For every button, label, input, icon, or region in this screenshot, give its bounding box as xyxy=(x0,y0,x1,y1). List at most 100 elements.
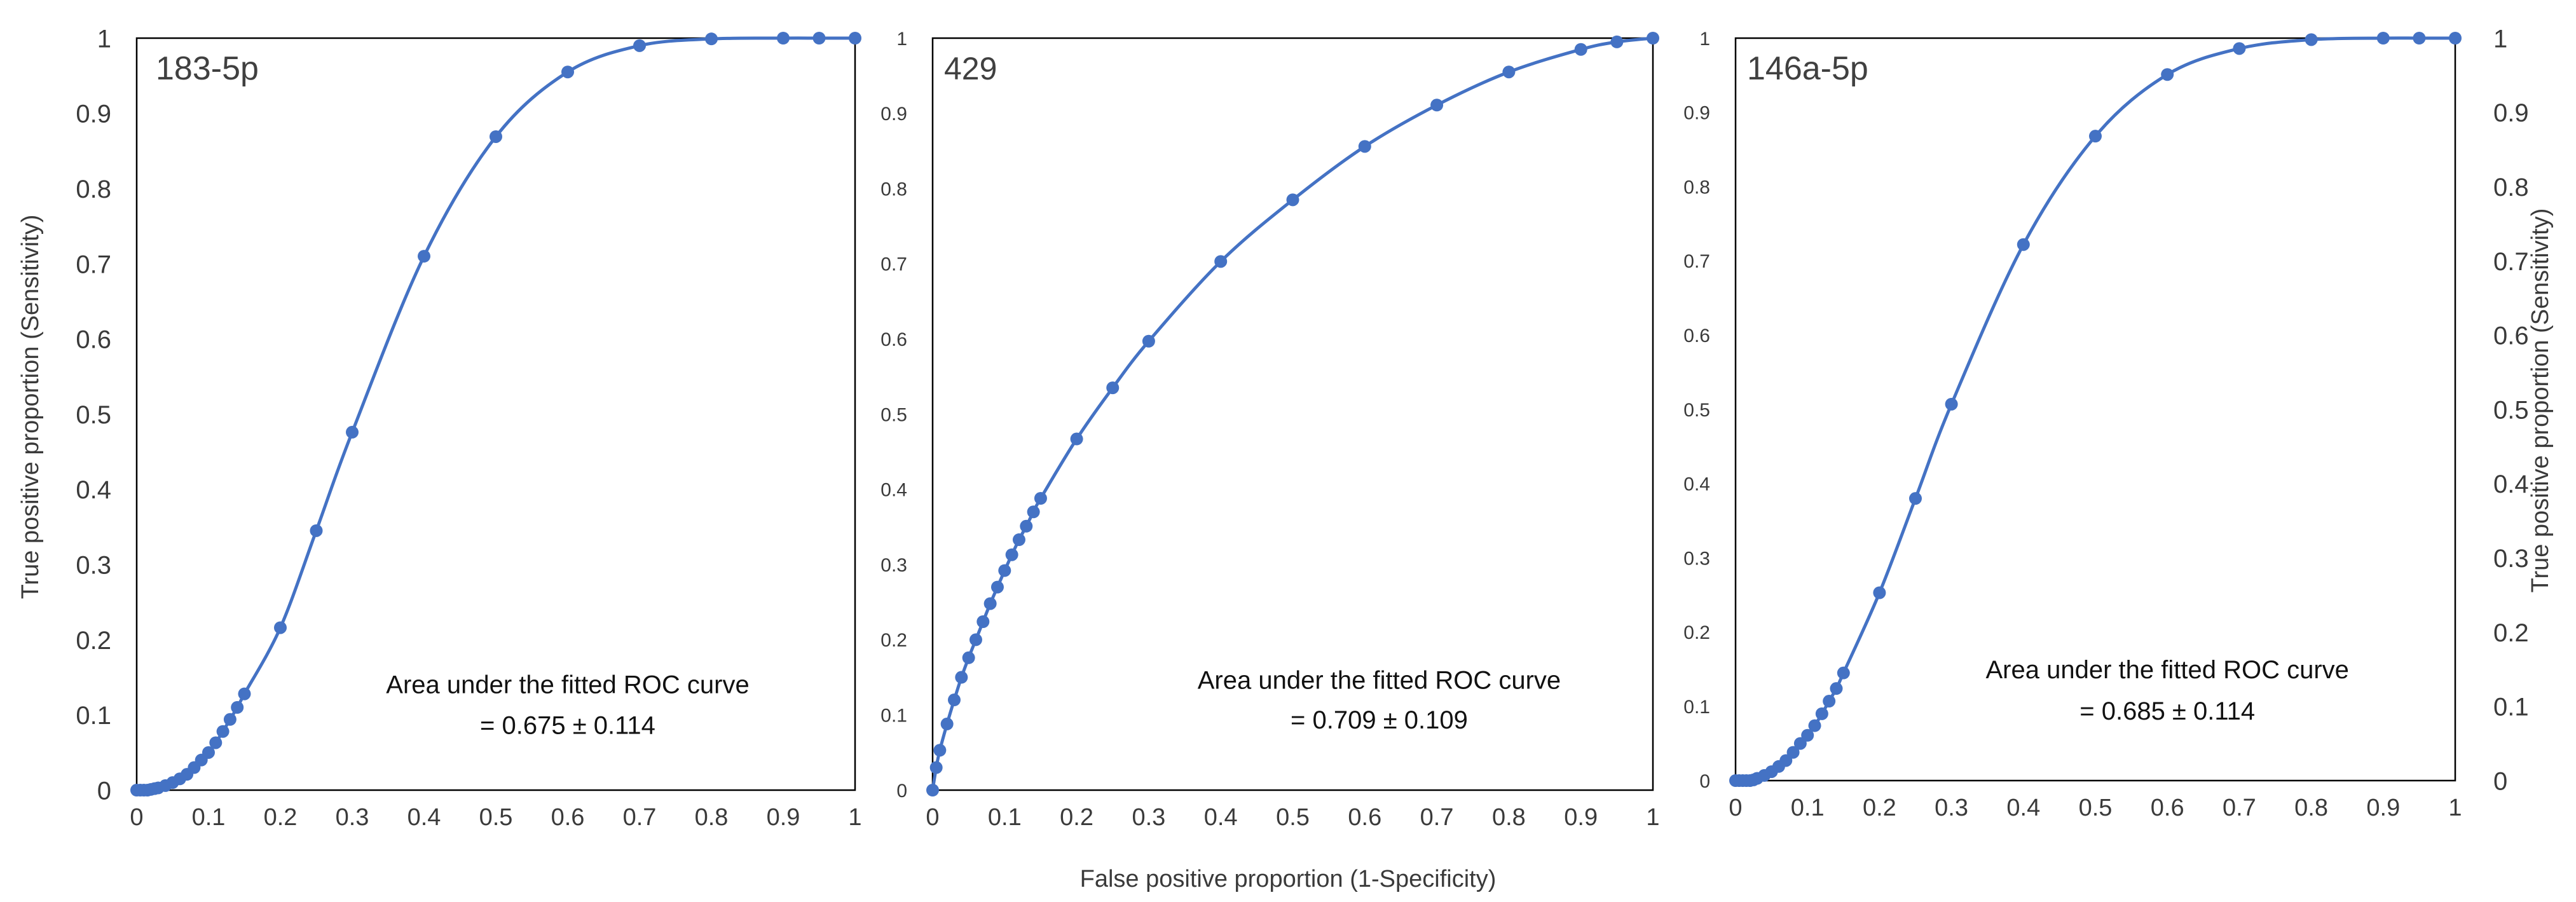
roc-data-point xyxy=(346,425,359,439)
roc-data-point xyxy=(2413,32,2426,44)
y-tick-label: 0.6 xyxy=(76,326,111,354)
roc-data-point xyxy=(1005,548,1018,561)
roc-data-point xyxy=(849,32,861,44)
y-tick-label: 0.3 xyxy=(880,555,907,576)
x-tick-label: 0.6 xyxy=(2151,795,2184,821)
roc-data-point xyxy=(1358,140,1371,153)
x-tick-label: 0.3 xyxy=(336,804,369,831)
roc-data-point xyxy=(998,564,1011,577)
roc-data-point xyxy=(1808,719,1821,732)
roc-data-point xyxy=(1034,491,1047,505)
right-y-tick-label: 1 xyxy=(2493,25,2507,53)
roc-data-point xyxy=(1823,695,1836,708)
roc-data-point xyxy=(1020,519,1033,533)
roc-data-point xyxy=(929,761,943,774)
right-y-axis-title: True positive proportion (Sensitivity) xyxy=(2527,208,2554,593)
roc-data-point xyxy=(561,65,574,79)
y-tick-label: 0.9 xyxy=(1683,103,1710,124)
y-tick-label: 1 xyxy=(1699,29,1710,50)
right-y-tick-label: 0.9 xyxy=(2493,99,2529,127)
roc-data-point xyxy=(812,32,826,44)
auc-annotation-line1: Area under the fitted ROC curve xyxy=(1986,656,2349,684)
roc-data-point xyxy=(202,746,215,759)
plot-frame xyxy=(1734,37,2456,782)
x-tick-label: 0 xyxy=(926,804,939,831)
x-tick-label: 0.4 xyxy=(408,804,441,831)
y-tick-label: 0.8 xyxy=(76,175,111,203)
roc-data-point xyxy=(2376,32,2390,44)
x-tick-label: 0.4 xyxy=(1204,804,1238,831)
auc-annotation-value: = 0.685 ± 0.114 xyxy=(2079,697,2255,725)
right-y-tick-label: 0.6 xyxy=(2493,322,2529,350)
roc-data-point xyxy=(1502,65,1516,79)
roc-panel-1: 0 0.1 0.2 0.3 0.4 0.5 0.6 0.7 0.8 0.9 1 0 0.1 0.2 0.3 0… xyxy=(76,25,861,831)
roc-data-point xyxy=(2233,42,2246,55)
right-y-tick-label: 0.5 xyxy=(2493,396,2529,424)
x-tick-label: 0.9 xyxy=(767,804,800,831)
y-tick-label: 0.8 xyxy=(880,179,907,200)
y-tick-label: 0.2 xyxy=(1683,622,1710,643)
y-tick-label: 0.7 xyxy=(880,254,907,275)
x-tick-label: 1 xyxy=(2448,795,2462,821)
roc-data-point xyxy=(1070,432,1083,446)
x-tick-label: 0.9 xyxy=(2366,795,2400,821)
roc-data-point xyxy=(209,736,223,749)
roc-data-point xyxy=(969,633,982,646)
y-tick-label: 0.5 xyxy=(880,404,907,425)
roc-data-point xyxy=(1027,505,1040,519)
right-y-tick-label: 0.8 xyxy=(2493,174,2529,202)
x-tick-label: 1 xyxy=(1646,804,1659,831)
roc-data-point xyxy=(1574,43,1587,56)
roc-data-point xyxy=(1873,586,1886,599)
panel-title: 183-5p xyxy=(156,50,259,87)
x-tick-label: 0.7 xyxy=(1420,804,1454,831)
roc-data-point xyxy=(1430,99,1444,112)
x-tick-label: 0.2 xyxy=(264,804,298,831)
roc-data-point xyxy=(418,250,430,263)
roc-data-point xyxy=(2089,130,2102,143)
roc-data-point xyxy=(223,713,236,726)
roc-data-point xyxy=(274,621,287,634)
x-axis-title: False positive proportion (1-Specificity… xyxy=(1080,866,1497,892)
x-tick-label: 0 xyxy=(130,804,143,831)
x-tick-label: 0.7 xyxy=(623,804,657,831)
roc-data-point xyxy=(1142,334,1155,348)
x-tick-label: 0.9 xyxy=(1564,804,1598,831)
roc-data-point xyxy=(1837,666,1850,680)
y-tick-label: 0.7 xyxy=(1683,251,1710,272)
x-tick-label: 0.6 xyxy=(1348,804,1381,831)
right-y-tick-label: 0.3 xyxy=(2493,545,2529,573)
y-tick-label: 0 xyxy=(1699,771,1710,792)
roc-data-point xyxy=(238,687,251,700)
auc-annotation-line1: Area under the fitted ROC curve xyxy=(386,671,749,699)
x-tick-label: 0.8 xyxy=(2294,795,2328,821)
y-tick-label: 0.6 xyxy=(1683,325,1710,346)
roc-data-point xyxy=(1779,754,1793,767)
plot-frame xyxy=(931,37,1654,791)
right-y-tick-label: 0.1 xyxy=(2493,694,2529,721)
auc-annotation-line1: Area under the fitted ROC curve xyxy=(1198,666,1561,694)
y-tick-label: 0.9 xyxy=(76,100,111,128)
x-tick-label: 0.3 xyxy=(1935,795,1968,821)
y-tick-label: 0.6 xyxy=(880,329,907,350)
roc-data-point xyxy=(1945,397,1958,411)
y-tick-label: 0.1 xyxy=(880,706,907,727)
panel-title: 146a-5p xyxy=(1747,50,1868,87)
left-y-axis-title: True positive proportion (Sensitivity) xyxy=(17,215,44,599)
y-tick-label: 0.7 xyxy=(76,250,111,278)
roc-data-point xyxy=(2017,238,2030,251)
roc-data-point xyxy=(1286,193,1299,207)
roc-data-point xyxy=(1012,533,1025,547)
right-y-tick-label: 0.7 xyxy=(2493,248,2529,276)
x-tick-label: 0.6 xyxy=(551,804,585,831)
right-y-tick-label: 0 xyxy=(2493,767,2507,795)
roc-data-point xyxy=(490,130,502,143)
roc-data-point xyxy=(983,597,997,610)
roc-data-point xyxy=(705,32,718,46)
roc-data-point xyxy=(962,651,975,664)
y-tick-label: 0.4 xyxy=(76,476,111,504)
roc-data-point xyxy=(976,615,990,629)
y-tick-label: 0.5 xyxy=(76,401,111,429)
x-tick-label: 0.2 xyxy=(1863,795,1896,821)
